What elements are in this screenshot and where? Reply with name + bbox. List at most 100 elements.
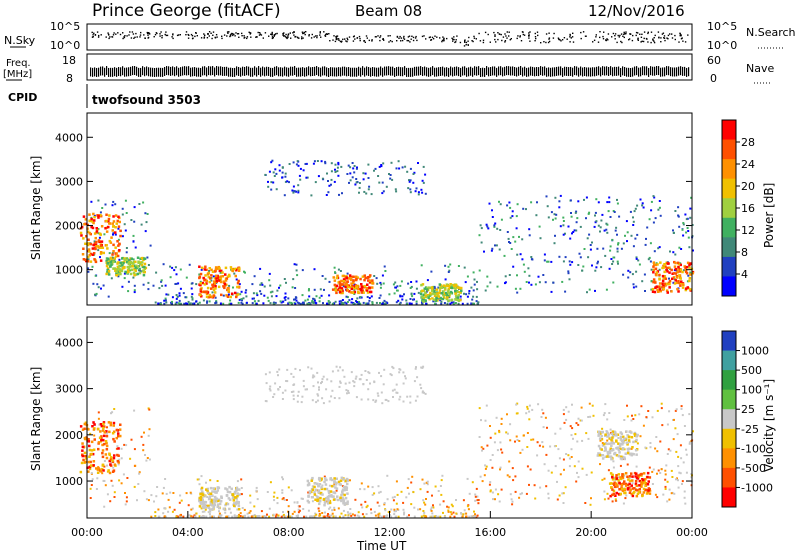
nsky-point: [403, 38, 406, 40]
velocity-cell: [321, 380, 323, 383]
velocity-cell: [328, 484, 331, 487]
velocity-cell: [623, 437, 626, 441]
power-cell: [155, 271, 158, 274]
velocity-cell: [674, 427, 677, 430]
velocity-cell: [611, 488, 614, 491]
velocity-cell: [117, 435, 120, 438]
velocity-cell: [292, 375, 295, 378]
power-cell: [472, 295, 475, 298]
freq-bar: [272, 67, 274, 77]
freq-bar: [596, 66, 598, 76]
velocity-cell: [625, 441, 629, 445]
velocity-colorbar-swatch: [722, 448, 736, 469]
velocity-cell: [334, 483, 338, 486]
power-cell: [95, 292, 98, 295]
velocity-cell: [341, 490, 344, 493]
velocity-cell: [447, 510, 450, 513]
nsky-point: [519, 36, 521, 38]
velocity-cell: [413, 506, 416, 509]
velocity-cell: [597, 452, 600, 455]
freq-bar: [206, 67, 208, 77]
nsky-point: [502, 36, 505, 38]
velocity-cell: [185, 492, 188, 495]
velocity-cell: [611, 476, 614, 479]
power-cell: [268, 170, 271, 173]
freq-bar: [518, 66, 520, 76]
velocity-cell: [272, 495, 275, 498]
power-cell: [624, 234, 626, 237]
power-cell: [208, 267, 211, 270]
velocity-cell: [191, 507, 194, 510]
power-cell: [296, 301, 299, 304]
velocity-cell: [462, 499, 465, 502]
power-cell: [294, 287, 297, 289]
freq-bar: [98, 67, 100, 77]
power-cell: [205, 268, 208, 271]
velocity-cell: [167, 510, 170, 513]
velocity-cell: [675, 408, 678, 411]
power-cell: [312, 297, 315, 300]
nsky-point: [122, 32, 124, 34]
power-cell: [692, 249, 694, 252]
nsky-point: [375, 36, 377, 38]
nsky-point: [232, 34, 234, 37]
power-cell: [117, 265, 121, 268]
velocity-cell: [603, 490, 606, 493]
velocity-cell: [549, 445, 552, 448]
velocity-cell: [642, 478, 645, 482]
velocity-cell: [610, 438, 613, 442]
power-cell: [571, 232, 573, 235]
power-cell: [629, 271, 632, 274]
power-cell: [349, 179, 352, 182]
power-cell: [367, 302, 370, 305]
power-cell: [175, 301, 178, 304]
power-cell: [507, 237, 510, 240]
power-cell: [337, 174, 340, 177]
velocity-cell: [103, 505, 106, 508]
freq-bar: [600, 67, 602, 77]
velocity-cell: [278, 368, 281, 371]
velocity-cell: [323, 501, 327, 504]
freq-bar: [100, 66, 102, 76]
power-cell: [354, 183, 357, 186]
velocity-cell: [604, 449, 607, 452]
power-cell: [191, 297, 194, 300]
velocity-cell: [656, 409, 659, 412]
power-cell: [407, 187, 410, 190]
nsky-point: [482, 41, 485, 44]
velocity-cell: [379, 490, 382, 493]
power-cell: [208, 300, 211, 303]
velocity-cell: [313, 375, 316, 378]
power-cell: [431, 292, 435, 295]
power-cell: [382, 162, 385, 165]
velocity-cell: [349, 512, 352, 515]
freq-bar: [616, 66, 618, 76]
power-cell: [86, 249, 90, 253]
velocity-colorbar-label: 500: [741, 364, 762, 377]
freq-bar: [632, 67, 634, 77]
power-cell: [412, 181, 415, 184]
power-cell: [108, 222, 112, 225]
power-cell: [165, 293, 168, 296]
velocity-cell: [628, 447, 631, 451]
nsky-point: [208, 31, 211, 33]
power-cell: [302, 302, 305, 305]
power-cell: [378, 181, 381, 184]
freq-bar: [550, 67, 552, 77]
power-cell: [143, 270, 146, 274]
velocity-cell: [461, 515, 464, 518]
power-cell: [267, 185, 270, 188]
power-cell: [262, 302, 265, 305]
nsky-point: [250, 36, 252, 38]
velocity-cell: [651, 416, 654, 419]
velocity-cell: [664, 469, 667, 472]
power-cell: [198, 293, 202, 297]
power-cell: [203, 268, 207, 271]
nsky-point: [443, 38, 445, 40]
velocity-cell: [240, 487, 243, 489]
nsky-point: [508, 35, 510, 37]
velocity-cell: [477, 499, 480, 501]
freq-bar: [654, 66, 656, 76]
velocity-cell: [203, 510, 206, 513]
power-colorbar-label: 28: [741, 136, 755, 149]
